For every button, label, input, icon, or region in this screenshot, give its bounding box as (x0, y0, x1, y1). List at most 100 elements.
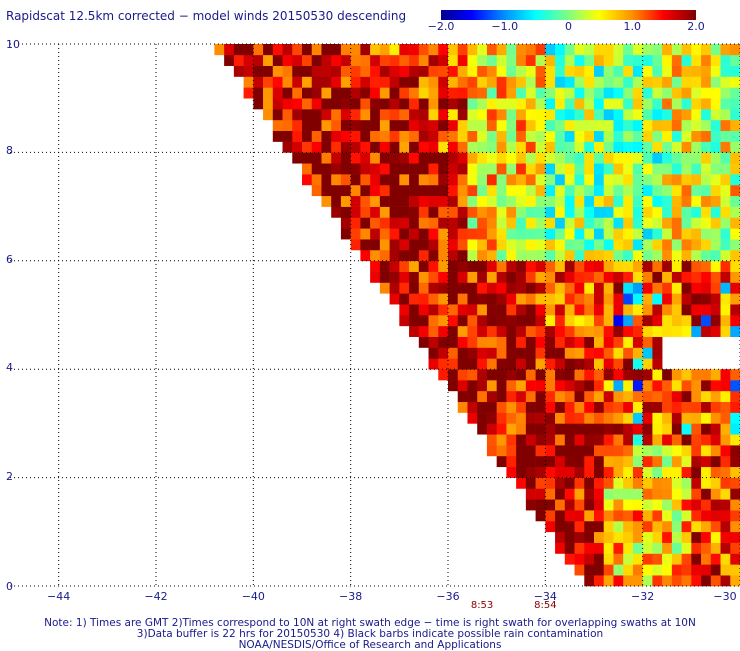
wind-difference-cell (516, 380, 527, 392)
wind-difference-cell (438, 304, 449, 316)
wind-difference-cell (652, 195, 663, 207)
wind-difference-cell (224, 54, 235, 66)
wind-difference-cell (545, 76, 556, 88)
wind-difference-cell (710, 553, 721, 565)
wind-difference-cell (370, 54, 381, 66)
wind-difference-cell (603, 466, 614, 478)
wind-difference-cell (516, 315, 527, 327)
wind-difference-cell (671, 575, 682, 587)
wind-difference-cell (574, 44, 585, 56)
wind-difference-cell (652, 271, 663, 283)
wind-difference-cell (321, 141, 332, 153)
wind-difference-cell (496, 401, 507, 413)
wind-difference-cell (662, 401, 673, 413)
wind-difference-cell (701, 488, 712, 500)
wind-difference-cell (233, 65, 244, 77)
wind-difference-cell (486, 54, 497, 66)
wind-difference-cell (243, 65, 254, 77)
wind-difference-cell (720, 44, 731, 56)
wind-difference-cell (340, 119, 351, 132)
wind-difference-cell (623, 315, 634, 327)
wind-difference-cell (603, 445, 614, 457)
wind-difference-cell (467, 54, 478, 66)
wind-difference-cell (477, 401, 488, 413)
wind-difference-cell (379, 54, 390, 66)
wind-difference-cell (525, 130, 536, 142)
wind-difference-cell (506, 466, 517, 478)
wind-difference-cell (603, 358, 614, 370)
wind-difference-cell (457, 336, 468, 348)
wind-difference-cell (681, 119, 692, 132)
wind-difference-cell (603, 206, 614, 218)
wind-difference-cell (681, 434, 692, 446)
wind-difference-cell (652, 499, 663, 511)
wind-difference-cell (574, 98, 585, 110)
wind-difference-cell (360, 217, 371, 229)
wind-difference-cell (652, 174, 663, 186)
wind-difference-cell (710, 282, 721, 294)
wind-difference-cell (613, 184, 624, 197)
wind-difference-cell (399, 304, 410, 316)
wind-difference-cell (535, 412, 546, 424)
wind-difference-cell (486, 260, 497, 272)
wind-difference-cell (555, 174, 566, 186)
wind-difference-cell (438, 271, 449, 283)
wind-difference-cell (720, 98, 731, 110)
wind-difference-cell (506, 412, 517, 424)
wind-difference-cell (360, 141, 371, 153)
wind-difference-cell (691, 260, 702, 272)
wind-difference-cell (457, 109, 468, 121)
wind-difference-cell (350, 65, 361, 77)
wind-difference-cell (545, 130, 556, 142)
wind-difference-cell (379, 271, 390, 283)
wind-difference-cell (652, 477, 663, 489)
wind-difference-cell (662, 390, 673, 403)
wind-difference-cell (448, 152, 459, 164)
wind-difference-cell (574, 54, 585, 66)
wind-difference-cell (710, 217, 721, 229)
wind-difference-cell (730, 282, 740, 294)
wind-difference-cell (662, 109, 673, 121)
wind-difference-cell (671, 520, 682, 533)
wind-difference-cell (389, 217, 400, 229)
wind-difference-cell (584, 109, 595, 121)
wind-difference-cell (379, 206, 390, 218)
wind-difference-cell (555, 195, 566, 207)
wind-difference-cell (535, 293, 546, 305)
wind-difference-cell (506, 76, 517, 88)
wind-difference-cell (302, 119, 313, 132)
wind-difference-cell (642, 54, 653, 66)
wind-difference-cell (545, 217, 556, 229)
wind-difference-cell (467, 206, 478, 218)
wind-difference-cell (399, 239, 410, 251)
wind-difference-cell (623, 98, 634, 110)
wind-difference-cell (467, 195, 478, 207)
wind-difference-cell (486, 347, 497, 359)
wind-difference-cell (710, 271, 721, 283)
wind-difference-cell (632, 304, 643, 316)
wind-difference-cell (652, 358, 663, 370)
wind-difference-cell (467, 412, 478, 424)
wind-difference-cell (535, 455, 546, 468)
wind-difference-cell (555, 98, 566, 110)
wind-difference-cell (642, 315, 653, 327)
wind-difference-cell (467, 380, 478, 392)
wind-difference-cell (730, 152, 740, 164)
wind-difference-cell (370, 141, 381, 153)
wind-difference-cell (632, 249, 643, 262)
wind-difference-cell (545, 358, 556, 370)
wind-difference-cell (282, 54, 293, 66)
wind-difference-cell (710, 466, 721, 478)
wind-difference-cell (681, 239, 692, 251)
map-title: Rapidscat 12.5km corrected − model winds… (6, 9, 407, 23)
wind-difference-cell (564, 184, 575, 197)
wind-difference-cell (370, 184, 381, 197)
wind-difference-cell (671, 380, 682, 392)
wind-difference-cell (691, 87, 702, 99)
wind-difference-cell (516, 304, 527, 316)
wind-difference-cell (448, 54, 459, 66)
wind-difference-cell (564, 401, 575, 413)
wind-difference-cell (613, 520, 624, 533)
wind-difference-cell (448, 239, 459, 251)
wind-difference-cell (594, 174, 605, 186)
